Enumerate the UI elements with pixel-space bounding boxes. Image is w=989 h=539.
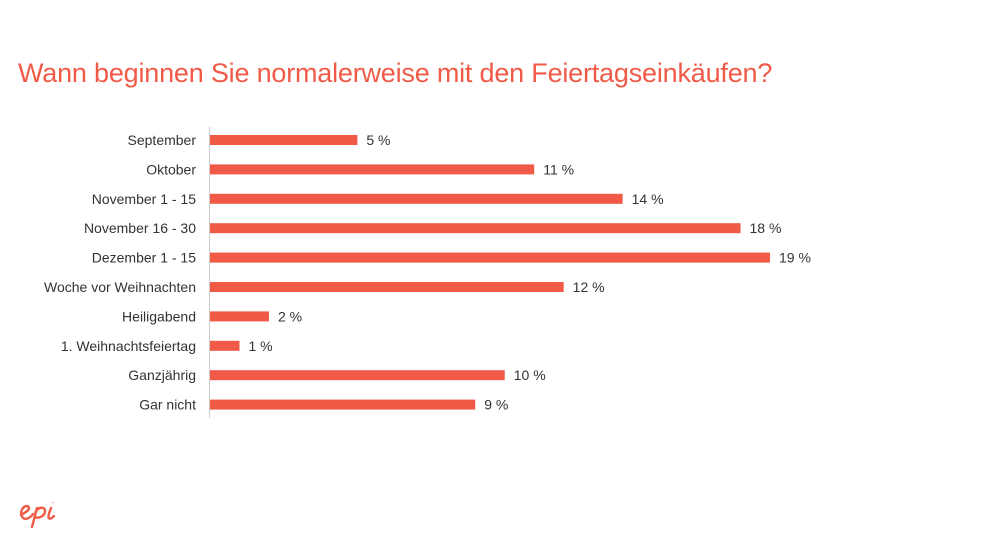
data-label: 14 % bbox=[632, 191, 664, 207]
category-label: November 16 - 30 bbox=[84, 220, 196, 236]
data-label: 18 % bbox=[750, 220, 782, 236]
bar-series: September 5 % Oktober 11 % November 1 - 15 14… bbox=[44, 132, 811, 413]
bar bbox=[210, 311, 269, 322]
category-label: Ganzjährig bbox=[128, 367, 196, 383]
data-label: 1 % bbox=[248, 338, 272, 354]
data-label: 5 % bbox=[366, 132, 390, 148]
bar bbox=[210, 370, 505, 381]
category-label: Heiligabend bbox=[122, 308, 196, 324]
data-label: 12 % bbox=[573, 279, 605, 295]
bar bbox=[210, 135, 358, 145]
category-label: September bbox=[128, 132, 197, 148]
epi-logo-icon bbox=[19, 501, 56, 528]
data-label: 10 % bbox=[514, 367, 546, 383]
category-label: Dezember 1 - 15 bbox=[92, 250, 196, 266]
data-label: 2 % bbox=[278, 308, 302, 324]
data-label: 11 % bbox=[543, 161, 574, 177]
data-label: 9 % bbox=[484, 397, 508, 413]
chart-title: Wann beginnen Sie normalerweise mit den … bbox=[18, 58, 773, 88]
category-label: Oktober bbox=[146, 161, 196, 177]
category-label: Woche vor Weihnachten bbox=[44, 279, 196, 295]
category-label: November 1 - 15 bbox=[92, 191, 196, 207]
bar bbox=[210, 193, 623, 204]
data-label: 19 % bbox=[779, 250, 811, 266]
bar bbox=[210, 340, 240, 351]
category-label: Gar nicht bbox=[139, 397, 196, 413]
bar bbox=[210, 223, 741, 234]
category-label: 1. Weihnachtsfeiertag bbox=[61, 338, 196, 354]
bar bbox=[210, 399, 476, 410]
bar bbox=[210, 164, 535, 175]
bar bbox=[210, 252, 770, 263]
bar bbox=[210, 282, 564, 292]
